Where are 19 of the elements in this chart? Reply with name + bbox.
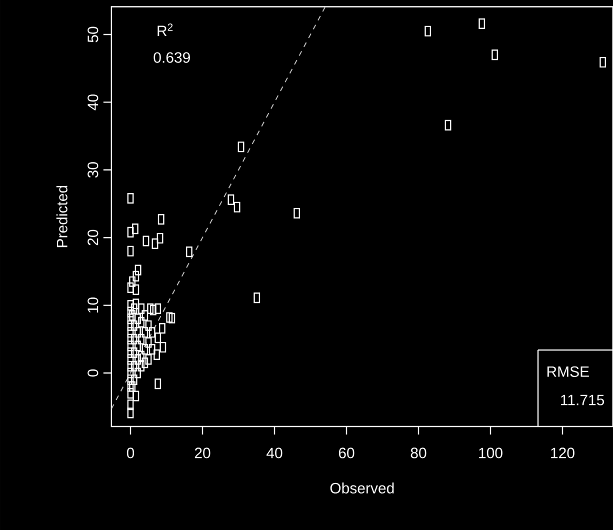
x-axis-title: Observed xyxy=(330,482,394,494)
annotation: 0.639 xyxy=(154,52,190,63)
y-tick-label: 50 xyxy=(88,26,98,42)
x-tick-label: 0 xyxy=(126,448,134,458)
y-tick-label: 30 xyxy=(88,162,98,178)
annotation: RMSE xyxy=(547,366,589,377)
annotation: 11.715 xyxy=(561,394,604,406)
x-tick-label: 60 xyxy=(338,448,354,458)
x-tick-label: 40 xyxy=(266,448,282,458)
y-tick-label: 40 xyxy=(88,94,98,110)
y-tick-label: 0 xyxy=(88,369,98,377)
y-tick-label: 10 xyxy=(88,298,98,312)
y-tick-label: 20 xyxy=(88,230,98,246)
annotation: R$^{2}$ xyxy=(158,23,173,36)
x-tick-label: 80 xyxy=(410,448,426,458)
x-tick-label: 20 xyxy=(194,448,210,458)
x-tick-label: 100 xyxy=(479,448,502,458)
x-tick-label: 120 xyxy=(551,448,574,458)
y-axis-title: Predicted xyxy=(56,186,68,248)
